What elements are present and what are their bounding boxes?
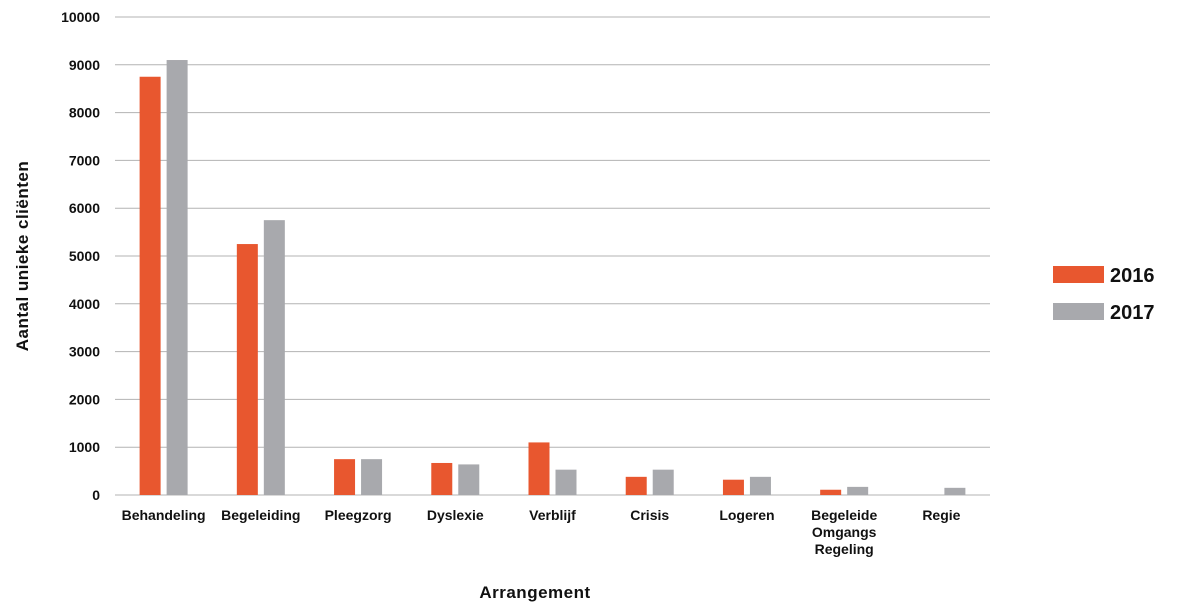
x-category-label: Verblijf <box>529 507 576 523</box>
bar-2017-regie <box>944 487 966 495</box>
y-tick-label: 7000 <box>69 152 100 168</box>
legend-label: 2017 <box>1110 302 1155 324</box>
bar-2016-pleegzorg <box>334 459 356 495</box>
x-category-label: Regie <box>922 507 960 523</box>
bar-2017-behandeling <box>166 60 188 496</box>
y-tick-label: 0 <box>92 487 100 503</box>
y-tick-label: 4000 <box>69 296 100 312</box>
y-axis-title: Aantal unieke cliënten <box>13 161 32 352</box>
y-tick-label: 6000 <box>69 200 100 216</box>
y-tick-label: 1000 <box>69 439 100 455</box>
y-tick-label: 10000 <box>61 9 100 25</box>
y-tick-label: 5000 <box>69 248 100 264</box>
bars <box>139 60 966 496</box>
y-tick-label: 8000 <box>69 105 100 121</box>
legend-label: 2016 <box>1110 265 1155 287</box>
bar-2016-dyslexie <box>431 462 453 495</box>
x-category-label: Dyslexie <box>427 507 484 523</box>
bar-2016-crisis <box>625 476 647 495</box>
legend-swatch-2017 <box>1053 303 1104 320</box>
bar-2017-begeleide-omgangs-regeling <box>847 486 869 495</box>
legend: 2016 2017 <box>1053 265 1155 324</box>
bar-2017-pleegzorg <box>361 459 383 495</box>
bar-2016-begeleiding <box>236 244 258 495</box>
x-category-label: Pleegzorg <box>325 507 392 523</box>
bar-2016-verblijf <box>528 442 550 495</box>
bar-2016-behandeling <box>139 76 161 495</box>
gridlines <box>115 16 990 496</box>
x-category-label: Behandeling <box>122 507 206 523</box>
y-tick-label: 3000 <box>69 344 100 360</box>
bar-2017-dyslexie <box>458 464 480 495</box>
x-category-label: Logeren <box>719 507 774 523</box>
x-category-labels: Behandeling Begeleiding Pleegzorg Dyslexie V… <box>122 507 961 557</box>
bar-2017-crisis <box>652 469 674 495</box>
y-tick-label: 2000 <box>69 391 100 407</box>
x-category-label: Begeleiding <box>221 507 300 523</box>
bar-2016-logeren <box>722 479 744 495</box>
bar-2017-logeren <box>749 476 771 495</box>
x-axis-title: Arrangement <box>479 583 590 602</box>
legend-swatch-2016 <box>1053 266 1104 283</box>
x-category-label: Begeleide Omgangs Regeling <box>811 507 877 557</box>
y-tick-label: 9000 <box>69 57 100 73</box>
bar-2017-verblijf <box>555 469 577 495</box>
bar-2016-begeleide-omgangs-regeling <box>820 489 842 495</box>
y-tick-labels: 0 1000 2000 3000 4000 5000 6000 7000 8000 9000 100… <box>61 9 100 503</box>
x-category-label: Crisis <box>630 507 669 523</box>
bar-2017-begeleiding <box>263 220 285 495</box>
